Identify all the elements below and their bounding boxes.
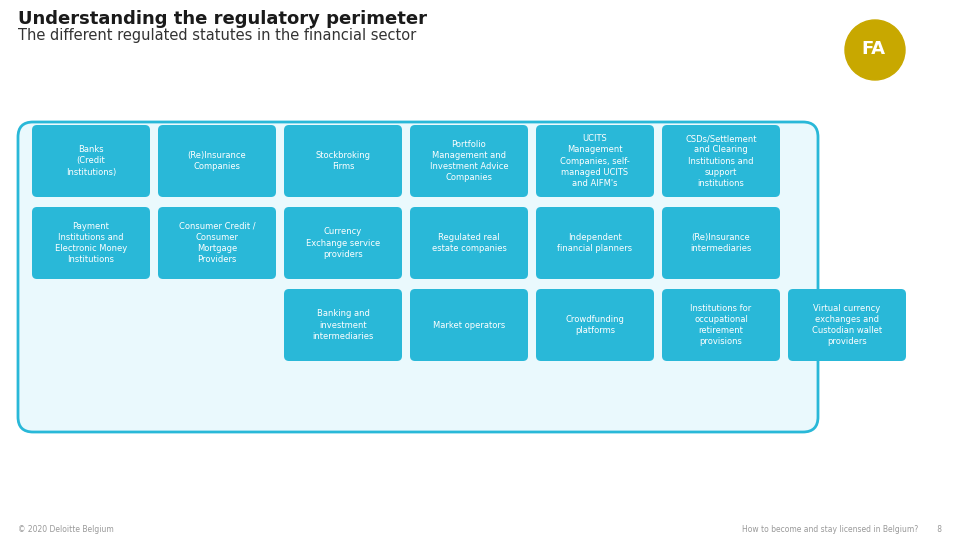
Text: Consumer Credit /
Consumer
Mortgage
Providers: Consumer Credit / Consumer Mortgage Prov… [179, 222, 255, 264]
Text: Market operators: Market operators [433, 321, 505, 329]
Text: Understanding the regulatory perimeter: Understanding the regulatory perimeter [18, 10, 427, 28]
Text: How to become and stay licensed in Belgium?        8: How to become and stay licensed in Belgi… [742, 525, 942, 535]
Text: Regulated real
estate companies: Regulated real estate companies [432, 233, 507, 253]
Text: (Re)Insurance
intermediaries: (Re)Insurance intermediaries [690, 233, 752, 253]
Text: Banks
(Credit
Institutions): Banks (Credit Institutions) [66, 145, 116, 177]
Text: Virtual currency
exchanges and
Custodian wallet
providers: Virtual currency exchanges and Custodian… [812, 304, 882, 346]
FancyBboxPatch shape [32, 125, 150, 197]
Text: Stockbroking
Firms: Stockbroking Firms [316, 151, 371, 171]
Text: The different regulated statutes in the financial sector: The different regulated statutes in the … [18, 28, 417, 43]
FancyBboxPatch shape [662, 207, 780, 279]
Text: UCITS
Management
Companies, self-
managed UCITS
and AIFM's: UCITS Management Companies, self- manage… [560, 134, 630, 188]
FancyBboxPatch shape [18, 122, 818, 432]
Text: Banking and
investment
intermediaries: Banking and investment intermediaries [312, 309, 373, 341]
Text: Currency
Exchange service
providers: Currency Exchange service providers [306, 227, 380, 259]
Text: Institutions for
occupational
retirement
provisions: Institutions for occupational retirement… [690, 304, 752, 346]
Text: © 2020 Deloitte Belgium: © 2020 Deloitte Belgium [18, 525, 113, 535]
FancyBboxPatch shape [410, 289, 528, 361]
FancyBboxPatch shape [284, 125, 402, 197]
Circle shape [845, 20, 905, 80]
Text: Portfolio
Management and
Investment Advice
Companies: Portfolio Management and Investment Advi… [430, 140, 508, 182]
Text: Independent
financial planners: Independent financial planners [558, 233, 633, 253]
FancyBboxPatch shape [536, 289, 654, 361]
FancyBboxPatch shape [32, 207, 150, 279]
FancyBboxPatch shape [536, 125, 654, 197]
FancyBboxPatch shape [284, 207, 402, 279]
FancyBboxPatch shape [410, 125, 528, 197]
Text: Payment
Institutions and
Electronic Money
Institutions: Payment Institutions and Electronic Mone… [55, 222, 127, 264]
Text: (Re)Insurance
Companies: (Re)Insurance Companies [187, 151, 247, 171]
FancyBboxPatch shape [284, 289, 402, 361]
FancyBboxPatch shape [158, 125, 276, 197]
FancyBboxPatch shape [662, 125, 780, 197]
FancyBboxPatch shape [536, 207, 654, 279]
Text: Crowdfunding
platforms: Crowdfunding platforms [565, 315, 624, 335]
FancyBboxPatch shape [410, 207, 528, 279]
FancyBboxPatch shape [788, 289, 906, 361]
Text: FA: FA [861, 40, 885, 58]
Text: CSDs/Settlement
and Clearing
Institutions and
support
institutions: CSDs/Settlement and Clearing Institution… [685, 134, 756, 188]
FancyBboxPatch shape [662, 289, 780, 361]
FancyBboxPatch shape [158, 207, 276, 279]
